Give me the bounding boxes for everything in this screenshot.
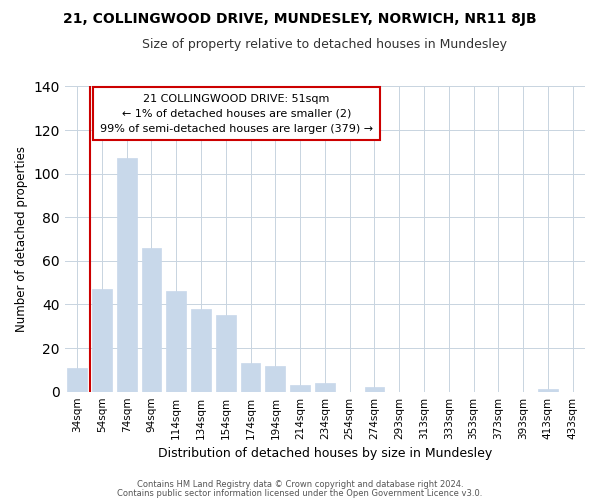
Bar	[67, 368, 87, 392]
Bar	[315, 383, 335, 392]
Bar	[117, 158, 137, 392]
Bar	[166, 292, 186, 392]
Bar	[538, 390, 558, 392]
Text: 21, COLLINGWOOD DRIVE, MUNDESLEY, NORWICH, NR11 8JB: 21, COLLINGWOOD DRIVE, MUNDESLEY, NORWIC…	[63, 12, 537, 26]
Bar	[241, 364, 260, 392]
Bar	[290, 385, 310, 392]
Bar	[216, 316, 236, 392]
Bar	[142, 248, 161, 392]
Bar	[365, 388, 385, 392]
Bar	[191, 309, 211, 392]
Text: 21 COLLINGWOOD DRIVE: 51sqm
← 1% of detached houses are smaller (2)
99% of semi-: 21 COLLINGWOOD DRIVE: 51sqm ← 1% of deta…	[100, 94, 373, 134]
Text: Contains public sector information licensed under the Open Government Licence v3: Contains public sector information licen…	[118, 488, 482, 498]
Y-axis label: Number of detached properties: Number of detached properties	[15, 146, 28, 332]
Title: Size of property relative to detached houses in Mundesley: Size of property relative to detached ho…	[142, 38, 508, 51]
X-axis label: Distribution of detached houses by size in Mundesley: Distribution of detached houses by size …	[158, 447, 492, 460]
Bar	[265, 366, 285, 392]
Bar	[92, 289, 112, 392]
Text: Contains HM Land Registry data © Crown copyright and database right 2024.: Contains HM Land Registry data © Crown c…	[137, 480, 463, 489]
